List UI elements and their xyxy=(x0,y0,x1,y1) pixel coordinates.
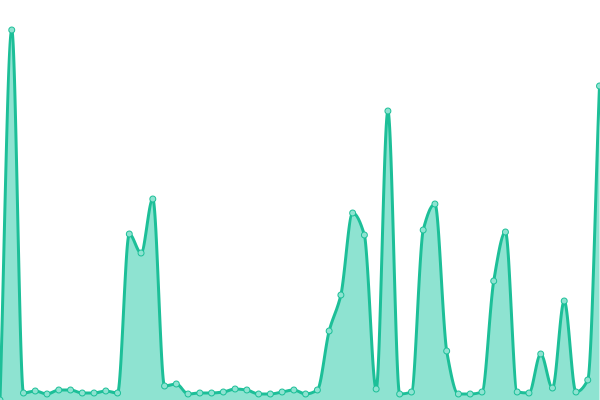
data-point-5 xyxy=(55,386,63,394)
data-point-2 xyxy=(20,389,28,397)
data-point-47 xyxy=(548,384,556,392)
data-point-40 xyxy=(466,390,474,398)
data-point-35 xyxy=(407,388,415,396)
data-point-50 xyxy=(584,376,592,384)
data-point-20 xyxy=(231,385,239,393)
data-point-42 xyxy=(490,277,498,285)
data-point-12 xyxy=(137,249,145,257)
data-point-48 xyxy=(560,297,568,305)
data-point-14 xyxy=(161,382,169,390)
data-point-4 xyxy=(43,390,51,398)
data-point-22 xyxy=(255,390,263,398)
data-point-32 xyxy=(372,385,380,393)
data-point-28 xyxy=(325,327,333,335)
data-point-38 xyxy=(443,347,451,355)
data-point-23 xyxy=(266,390,274,398)
data-point-39 xyxy=(454,390,462,398)
data-point-0 xyxy=(0,396,4,400)
data-points xyxy=(0,26,600,400)
data-point-1 xyxy=(8,26,16,34)
area-fill xyxy=(0,30,600,400)
data-point-44 xyxy=(513,388,521,396)
data-point-13 xyxy=(149,195,157,203)
data-point-6 xyxy=(67,386,75,394)
data-point-9 xyxy=(102,387,110,395)
data-point-10 xyxy=(114,389,122,397)
data-point-19 xyxy=(219,388,227,396)
data-point-43 xyxy=(501,228,509,236)
data-point-49 xyxy=(572,388,580,396)
data-point-34 xyxy=(396,390,404,398)
data-point-29 xyxy=(337,291,345,299)
data-point-17 xyxy=(196,389,204,397)
data-point-3 xyxy=(31,387,39,395)
data-point-24 xyxy=(278,388,286,396)
data-point-21 xyxy=(243,386,251,394)
data-point-18 xyxy=(208,389,216,397)
data-point-33 xyxy=(384,107,392,115)
data-point-31 xyxy=(360,231,368,239)
data-point-25 xyxy=(290,386,298,394)
data-point-46 xyxy=(537,350,545,358)
data-point-51 xyxy=(596,82,600,90)
data-point-30 xyxy=(349,209,357,217)
data-point-11 xyxy=(125,230,133,238)
data-point-45 xyxy=(525,389,533,397)
data-point-27 xyxy=(313,386,321,394)
data-point-16 xyxy=(184,390,192,398)
data-point-26 xyxy=(302,390,310,398)
data-point-15 xyxy=(172,380,180,388)
data-point-7 xyxy=(78,389,86,397)
data-point-41 xyxy=(478,388,486,396)
data-point-8 xyxy=(90,389,98,397)
data-point-37 xyxy=(431,200,439,208)
data-point-36 xyxy=(419,226,427,234)
